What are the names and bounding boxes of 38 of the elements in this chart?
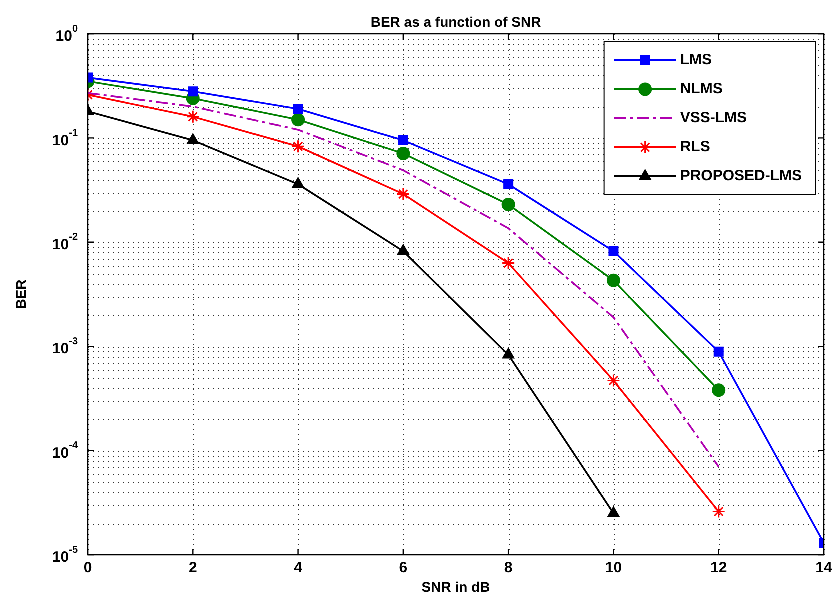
legend-label: PROPOSED-LMS (680, 168, 802, 185)
point (397, 244, 410, 256)
x-tick-label: 10 (605, 560, 622, 577)
point (396, 187, 410, 201)
point (714, 346, 724, 357)
y-axis-title: BER (12, 280, 29, 310)
legend-label: RLS (680, 138, 710, 156)
point (608, 246, 619, 256)
point (292, 140, 306, 154)
point (712, 505, 726, 519)
point (502, 256, 516, 270)
x-tick-label: 14 (816, 560, 833, 577)
x-tick-label: 0 (84, 560, 92, 577)
x-tick-label: 6 (399, 560, 408, 577)
x-tick-label: 12 (710, 560, 728, 577)
point (188, 86, 198, 97)
point (187, 134, 200, 144)
point (398, 136, 408, 146)
x-tick-label: 4 (294, 560, 304, 577)
point (292, 178, 304, 188)
point (186, 110, 200, 124)
x-tick-label: 2 (188, 560, 198, 577)
point (606, 274, 620, 288)
point (504, 179, 514, 190)
point (608, 506, 620, 518)
x-axis-title: SNR in dB (422, 578, 490, 595)
point (502, 198, 516, 212)
legend-label: LMS (680, 52, 712, 69)
point (292, 113, 306, 127)
legend-label: NLMS (680, 80, 723, 98)
chart-title: BER as a function of SNR (370, 14, 542, 30)
point (712, 384, 726, 398)
legend-label: VSS-LMS (680, 110, 748, 127)
point (293, 104, 304, 114)
x-tick-label: 8 (504, 560, 513, 577)
point (606, 374, 620, 388)
point (396, 146, 410, 160)
point (502, 348, 515, 359)
